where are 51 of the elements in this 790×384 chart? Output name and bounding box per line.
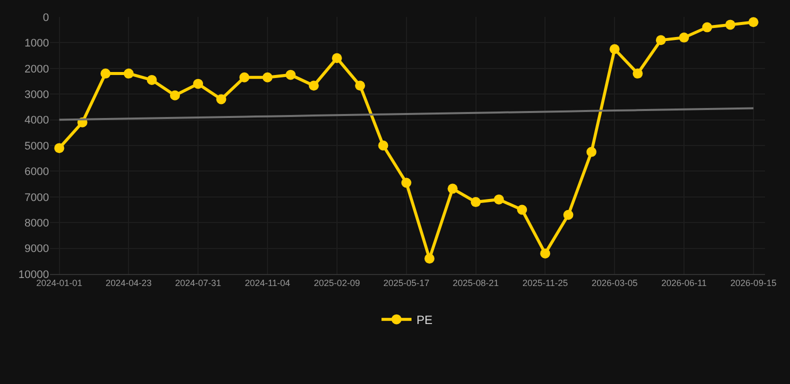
point bbox=[193, 78, 204, 89]
point bbox=[146, 74, 157, 85]
point bbox=[702, 22, 712, 32]
point bbox=[494, 194, 504, 204]
y-tick-label: 4000 bbox=[24, 114, 49, 127]
point bbox=[170, 90, 180, 100]
point bbox=[517, 204, 528, 215]
point bbox=[262, 72, 273, 82]
x-tick-label: 2025-08-21 bbox=[452, 278, 499, 288]
y-tick-label: 0 bbox=[42, 12, 49, 24]
point bbox=[332, 53, 342, 64]
point bbox=[586, 146, 596, 157]
point bbox=[355, 80, 366, 91]
x-tick-label: 2026-09-15 bbox=[730, 278, 776, 288]
x-tick-label: 2024-07-31 bbox=[175, 278, 222, 288]
x-tick-label: 2024-04-23 bbox=[106, 278, 152, 288]
y-tick-label: 9000 bbox=[24, 243, 49, 256]
point bbox=[540, 248, 550, 258]
point bbox=[239, 72, 250, 82]
point bbox=[54, 143, 64, 154]
point bbox=[308, 80, 319, 91]
x-tick-label: 2026-03-05 bbox=[592, 278, 638, 288]
y-tick-label: 6000 bbox=[24, 166, 49, 178]
point bbox=[632, 68, 643, 79]
point bbox=[286, 70, 296, 80]
point bbox=[610, 44, 620, 54]
y-tick-label: 2000 bbox=[24, 63, 49, 76]
point bbox=[470, 197, 481, 208]
y-tick-label: 3000 bbox=[24, 88, 49, 101]
x-tick-label: 2025-11-25 bbox=[522, 278, 568, 288]
point bbox=[424, 254, 434, 264]
point bbox=[124, 68, 134, 79]
legend-label: PE bbox=[416, 313, 433, 328]
point bbox=[656, 35, 666, 46]
y-tick-label: 8000 bbox=[24, 217, 49, 230]
point bbox=[725, 20, 736, 30]
y-tick-label: 7000 bbox=[24, 192, 49, 204]
y-tick-label: 5000 bbox=[24, 140, 49, 152]
point bbox=[679, 32, 690, 43]
point bbox=[378, 140, 388, 150]
x-tick-label: 2024-11-04 bbox=[244, 278, 290, 288]
point bbox=[100, 68, 111, 79]
x-tick-label: 2026-06-11 bbox=[661, 278, 707, 288]
point bbox=[401, 178, 412, 188]
x-tick-label: 2025-05-17 bbox=[383, 278, 430, 288]
x-tick-label: 2025-02-09 bbox=[314, 278, 360, 288]
y-tick-label: 1000 bbox=[24, 38, 49, 50]
point bbox=[748, 17, 758, 28]
point bbox=[563, 210, 574, 220]
point bbox=[448, 184, 458, 194]
point bbox=[216, 94, 226, 104]
